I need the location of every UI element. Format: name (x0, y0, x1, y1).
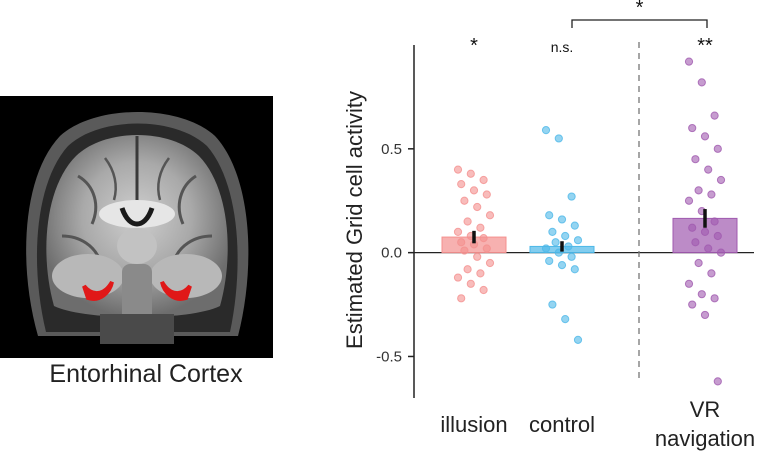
mri-coronal-slice (0, 96, 273, 358)
data-point (457, 238, 466, 247)
data-point (561, 231, 570, 241)
data-point (473, 202, 482, 212)
data-point (713, 144, 722, 153)
data-point (476, 223, 485, 232)
data-point (691, 155, 700, 164)
data-point (482, 190, 491, 199)
data-point (697, 290, 706, 299)
data-point (710, 217, 719, 226)
data-point (485, 211, 495, 220)
data-point (469, 186, 479, 195)
data-point (684, 57, 694, 66)
y-tick-label: 0.0 (381, 245, 402, 262)
data-point (463, 265, 472, 274)
data-point (716, 248, 726, 257)
significance-label: ** (697, 35, 713, 57)
data-point (479, 285, 488, 295)
significance-label: n.s. (551, 39, 574, 55)
comparison-label: * (636, 0, 644, 19)
data-point (684, 196, 694, 205)
y-tick-label: 0.5 (381, 141, 402, 158)
data-point (482, 244, 491, 253)
data-point (564, 242, 573, 251)
entorhinal-highlight-left (82, 280, 114, 301)
data-point (694, 258, 703, 268)
data-point (460, 196, 469, 205)
category-label: navigation (655, 426, 755, 451)
data-point (694, 186, 703, 195)
annotations: * illusion n.s. control ** VR navigation * (440, 0, 755, 451)
data-point (700, 132, 710, 141)
y-tick-label: -0.5 (376, 348, 402, 365)
data-point (453, 273, 463, 282)
data-point (554, 134, 563, 143)
data-point (700, 227, 710, 236)
category-label: illusion (440, 412, 507, 437)
data-point (704, 244, 713, 253)
category-label: VR (690, 397, 721, 422)
significance-label: * (470, 35, 478, 57)
data-point (713, 377, 722, 386)
data-point (710, 111, 719, 120)
grid-cell-chart: -0.5 0.0 0.5 * illusion n.s. control ** VR navig… (342, 0, 755, 451)
mri-brain-image (0, 96, 273, 358)
data-point (707, 269, 716, 278)
data-point (567, 192, 576, 201)
data-point (476, 269, 485, 278)
category-label: control (529, 412, 595, 437)
data-point (485, 258, 495, 268)
data-point (716, 175, 726, 185)
data-point (463, 217, 472, 226)
data-point (460, 246, 469, 255)
data-point (684, 279, 694, 288)
data-point (453, 165, 463, 174)
data-point (688, 123, 697, 133)
mri-caption: Entorhinal Cortex (49, 360, 243, 388)
entorhinal-highlight-right (160, 280, 192, 301)
comparison-bracket (571, 19, 708, 28)
data-point (466, 169, 475, 178)
data-point (479, 175, 488, 185)
data-point (707, 190, 716, 199)
data-point (697, 78, 706, 87)
data-point (557, 261, 567, 270)
data-point (570, 265, 579, 274)
error-bars (472, 209, 707, 252)
data-point (567, 252, 576, 261)
data-point (570, 221, 579, 230)
data-point (688, 300, 697, 309)
data-point (473, 252, 482, 261)
data-point (557, 215, 567, 224)
data-point (545, 211, 554, 220)
data-point (453, 227, 463, 236)
data-point (541, 126, 551, 135)
data-point (700, 310, 710, 320)
data-point (466, 279, 475, 288)
data-point (691, 238, 700, 247)
data-point (704, 165, 713, 174)
data-point (713, 231, 722, 241)
data-point (573, 236, 583, 245)
data-point (573, 335, 583, 344)
data-point (457, 180, 466, 189)
data-point (688, 223, 697, 232)
data-point (548, 227, 557, 236)
data-point (457, 294, 466, 303)
data-point (541, 244, 551, 253)
y-axis-label: Estimated Grid cell activity (342, 91, 367, 349)
data-point (545, 256, 554, 266)
data-point (710, 294, 719, 303)
data-points (453, 57, 726, 386)
data-point (561, 314, 570, 324)
data-point (479, 234, 488, 243)
data-point (551, 238, 560, 247)
data-point (548, 300, 557, 309)
